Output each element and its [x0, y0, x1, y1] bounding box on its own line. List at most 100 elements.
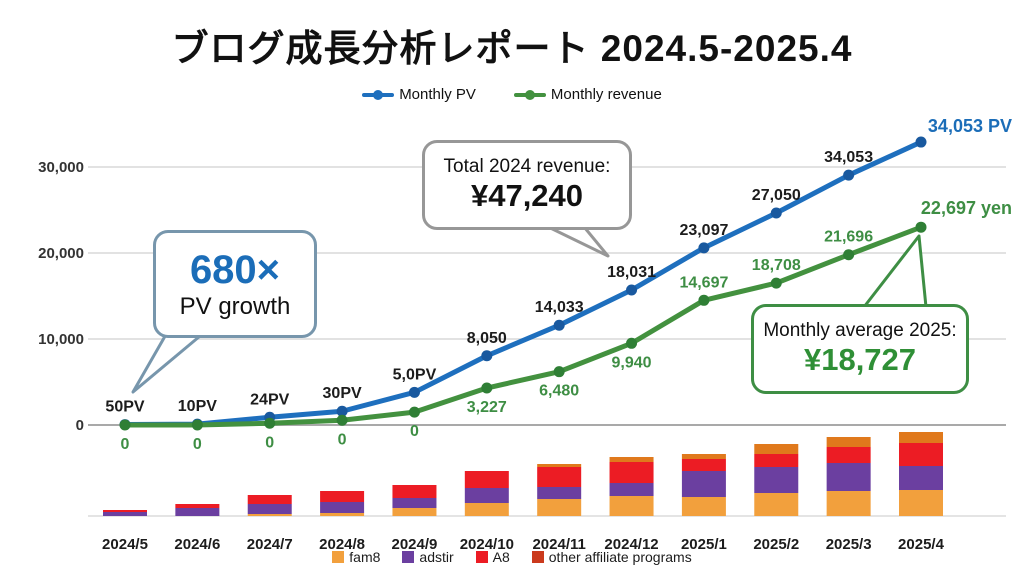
bar-legend-label: other affiliate programs: [548, 549, 692, 565]
data-label: 21,696: [824, 229, 873, 246]
bar-segment-A8: [754, 454, 799, 467]
point-marker: [843, 169, 855, 181]
page-title: ブログ成長分析レポート 2024.5-2025.4: [171, 28, 853, 69]
data-label: 3,227: [467, 399, 507, 416]
y-tick-label: 0: [76, 417, 84, 434]
bar-legend-item-adstir: adstir: [402, 549, 454, 565]
bar-legend-item-a8: A8: [475, 549, 510, 565]
bar-segment-A8: [392, 485, 437, 498]
x-axis-label: 2024/6: [174, 536, 220, 553]
bar-segment-A8: [320, 491, 365, 502]
bar-segment-A8: [464, 471, 509, 488]
bar-segment-fam8: [320, 513, 365, 516]
line-monthly-pv: [122, 139, 924, 428]
data-label: 14,697: [679, 274, 728, 291]
color-swatch-icon: [332, 551, 345, 563]
x-axis-label: 2024/9: [392, 536, 438, 553]
data-label: 24PV: [250, 391, 289, 408]
point-marker: [408, 406, 420, 418]
total-revenue-callout: Total 2024 revenue: ¥47,240: [422, 140, 632, 230]
point-marker: [481, 350, 493, 362]
x-axis-label: 2024/12: [604, 536, 658, 553]
data-label: 0: [265, 434, 274, 451]
bar-legend: fam8 adstir A8 other affiliate programs: [0, 549, 1024, 565]
bar-segment-fam8: [609, 496, 654, 516]
color-swatch-icon: [475, 551, 488, 563]
data-label: 0: [410, 423, 419, 440]
data-label: 9,940: [612, 354, 652, 371]
bar-segment-adstir: [537, 487, 582, 499]
bar-segment-fam8: [247, 514, 292, 516]
point-marker: [915, 221, 927, 233]
bar-segment-A8: [247, 495, 292, 504]
x-axis-label: 2025/4: [898, 536, 945, 553]
point-marker: [264, 417, 276, 429]
point-marker: [698, 294, 710, 306]
bar-segment-fam8: [464, 503, 509, 516]
data-label: 34,053: [824, 149, 873, 166]
bar-legend-label: adstir: [419, 549, 454, 565]
point-marker: [843, 249, 855, 261]
data-label: 10PV: [178, 398, 217, 415]
bar-segment-fam8: [899, 490, 943, 516]
bar-segment-adstir: [609, 483, 654, 496]
x-axis-label: 2024/8: [319, 536, 365, 553]
line-dot-marker-icon: [362, 89, 395, 100]
x-axis-label: 2025/3: [826, 536, 872, 553]
bar-segment-adstir: [681, 471, 726, 497]
bar-legend-label: fam8: [349, 549, 381, 565]
monthly-average-value: ¥18,727: [803, 342, 917, 378]
legend-label: Monthly revenue: [550, 86, 662, 103]
bar-segment-adstir: [754, 467, 799, 493]
y-tick-label: 20,000: [38, 245, 84, 262]
point-marker: [119, 419, 131, 431]
point-marker: [626, 337, 638, 349]
color-swatch-icon: [531, 551, 544, 563]
line-dot-marker-icon: [513, 89, 546, 100]
bar-segment-A8: [826, 447, 871, 463]
data-label: 27,050: [752, 187, 801, 204]
y-tick-label: 10,000: [38, 331, 84, 348]
line-legend: Monthly PV Monthly revenue: [0, 86, 1024, 103]
x-axis-label: 2024/11: [532, 536, 585, 553]
bar-segment-adstir: [464, 488, 509, 503]
bar-segment-fam8: [537, 499, 582, 516]
bar-segment-adstir: [320, 502, 365, 513]
bar-segment-A8: [899, 443, 943, 466]
point-marker: [698, 242, 710, 254]
legend-label: Monthly PV: [399, 86, 476, 103]
x-axis-label: 2025/2: [753, 536, 799, 553]
data-label: 18,708: [752, 257, 801, 274]
total-revenue-value: ¥47,240: [470, 178, 584, 214]
point-marker: [553, 366, 565, 378]
point-marker: [191, 419, 203, 431]
end-data-label: 34,053 PV: [928, 116, 1012, 136]
x-axis-label: 2025/1: [681, 536, 727, 553]
data-label: 18,031: [607, 264, 656, 281]
point-marker: [553, 319, 565, 331]
data-label: 0: [338, 431, 347, 448]
data-label: 30PV: [323, 385, 362, 402]
x-axis-label: 2024/5: [102, 536, 148, 553]
point-marker: [770, 277, 782, 289]
bar-segment-adstir: [899, 466, 943, 490]
bar-segment-adstir: [392, 498, 437, 508]
data-label: 5,0PV: [393, 366, 437, 383]
pv-growth-value: 680×: [189, 248, 281, 293]
bar-segment-adstir: [103, 512, 147, 516]
point-marker: [626, 284, 638, 296]
legend-item-monthly-revenue: Monthly revenue: [513, 86, 662, 103]
x-axis-label: 2024/10: [460, 536, 514, 553]
data-label: 6,480: [539, 383, 579, 400]
bar-segment-fam8: [754, 493, 799, 516]
bar-segment-other-affiliate-programs: [826, 437, 871, 447]
bar-segment-fam8: [681, 497, 726, 516]
bar-segment-other-affiliate-programs: [754, 444, 799, 454]
bar-legend-item-fam8: fam8: [332, 549, 380, 565]
bar-segment-A8: [609, 462, 654, 483]
bar-segment-other-affiliate-programs: [899, 432, 943, 443]
bar-segment-adstir: [247, 504, 292, 514]
end-data-label: 22,697 yen: [921, 198, 1012, 218]
bar-segment-A8: [537, 467, 582, 487]
